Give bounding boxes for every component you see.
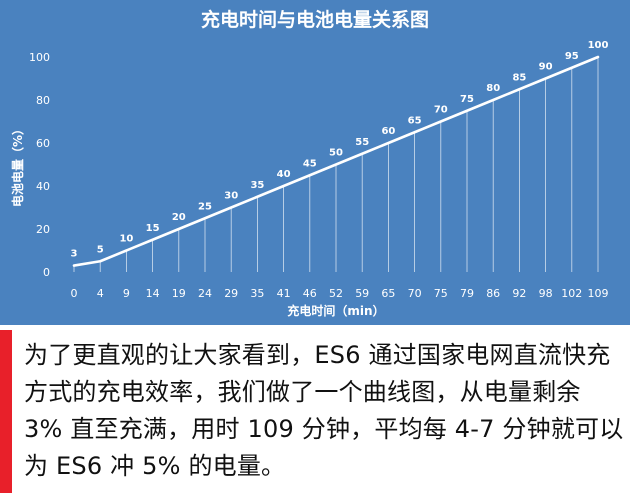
series-line-group [72,55,600,267]
data-label: 50 [329,148,343,159]
data-label: 65 [408,115,422,126]
caption-panel: 为了更直观的让大家看到，ES6 通过国家电网直流快充方式的充电效率，我们做了一个… [0,325,630,493]
caption-text: 为了更直观的让大家看到，ES6 通过国家电网直流快充方式的充电效率，我们做了一个… [24,341,624,480]
data-label: 95 [565,51,579,62]
y-tick-label: 0 [43,266,50,279]
x-tick-label: 41 [277,287,291,300]
data-label: 90 [539,62,553,73]
x-tick-label: 24 [198,287,212,300]
x-tick-label: 46 [303,287,317,300]
data-label: 25 [198,201,212,212]
x-tick-label: 79 [460,287,474,300]
x-tick-label: 86 [486,287,500,300]
x-tick-label: 29 [224,287,238,300]
x-tick-label: 98 [539,287,553,300]
x-tick-labels: 0 4 9 14 19 24 29 35 41 46 52 59 65 70 75 79 86 92 98 102 10… [71,287,609,300]
x-tick-label: 35 [250,287,264,300]
x-tick-label: 0 [71,287,78,300]
x-tick-label: 102 [561,287,582,300]
y-tick-label: 40 [36,180,50,193]
series-line [72,55,600,267]
x-tick-label: 19 [172,287,186,300]
x-tick-label: 70 [408,287,422,300]
y-tick-labels: 0 20 40 60 80 100 [29,51,50,279]
data-label: 75 [460,94,474,105]
caption-accent-bar [0,330,12,493]
data-label: 20 [172,212,186,223]
line-chart: 充电时间与电池电量关系图 电池电量（%） 充电时间（min） 020406080… [10,8,609,318]
y-tick-label: 20 [36,223,50,236]
x-tick-label: 4 [97,287,104,300]
x-tick-label: 9 [123,287,130,300]
data-label: 3 [71,249,78,260]
data-label: 40 [277,169,291,180]
x-tick-label: 75 [434,287,448,300]
x-tick-label: 14 [146,287,160,300]
data-label: 70 [434,105,448,116]
x-tick-label: 109 [588,287,609,300]
y-tick-label: 80 [36,94,50,107]
x-axis-label: 充电时间（min） [287,303,384,318]
x-tick-label: 92 [512,287,526,300]
chart-panel: 充电时间与电池电量关系图 电池电量（%） 充电时间（min） 0 20 40 60 80… [0,0,630,325]
data-label: 35 [250,180,264,191]
x-tick-label: 65 [381,287,395,300]
data-label: 80 [486,83,500,94]
data-label: 5 [97,244,104,255]
y-tick-label: 60 [36,137,50,150]
x-tick-label: 59 [355,287,369,300]
data-label: 30 [224,191,238,202]
data-label: 85 [512,72,526,83]
data-labels: 3 510152025303540455055606570758085909510… [71,40,609,260]
chart-title: 充电时间与电池电量关系图 [201,8,429,31]
drop-lines [73,57,599,272]
data-label: 100 [588,40,609,51]
data-label: 55 [355,137,369,148]
data-label: 15 [146,223,160,234]
data-label: 45 [303,158,317,169]
y-axis-label: 电池电量（%） [10,123,25,207]
y-tick-label: 100 [29,51,50,64]
x-tick-label: 52 [329,287,343,300]
data-label: 10 [119,234,133,245]
data-label: 60 [381,126,395,137]
